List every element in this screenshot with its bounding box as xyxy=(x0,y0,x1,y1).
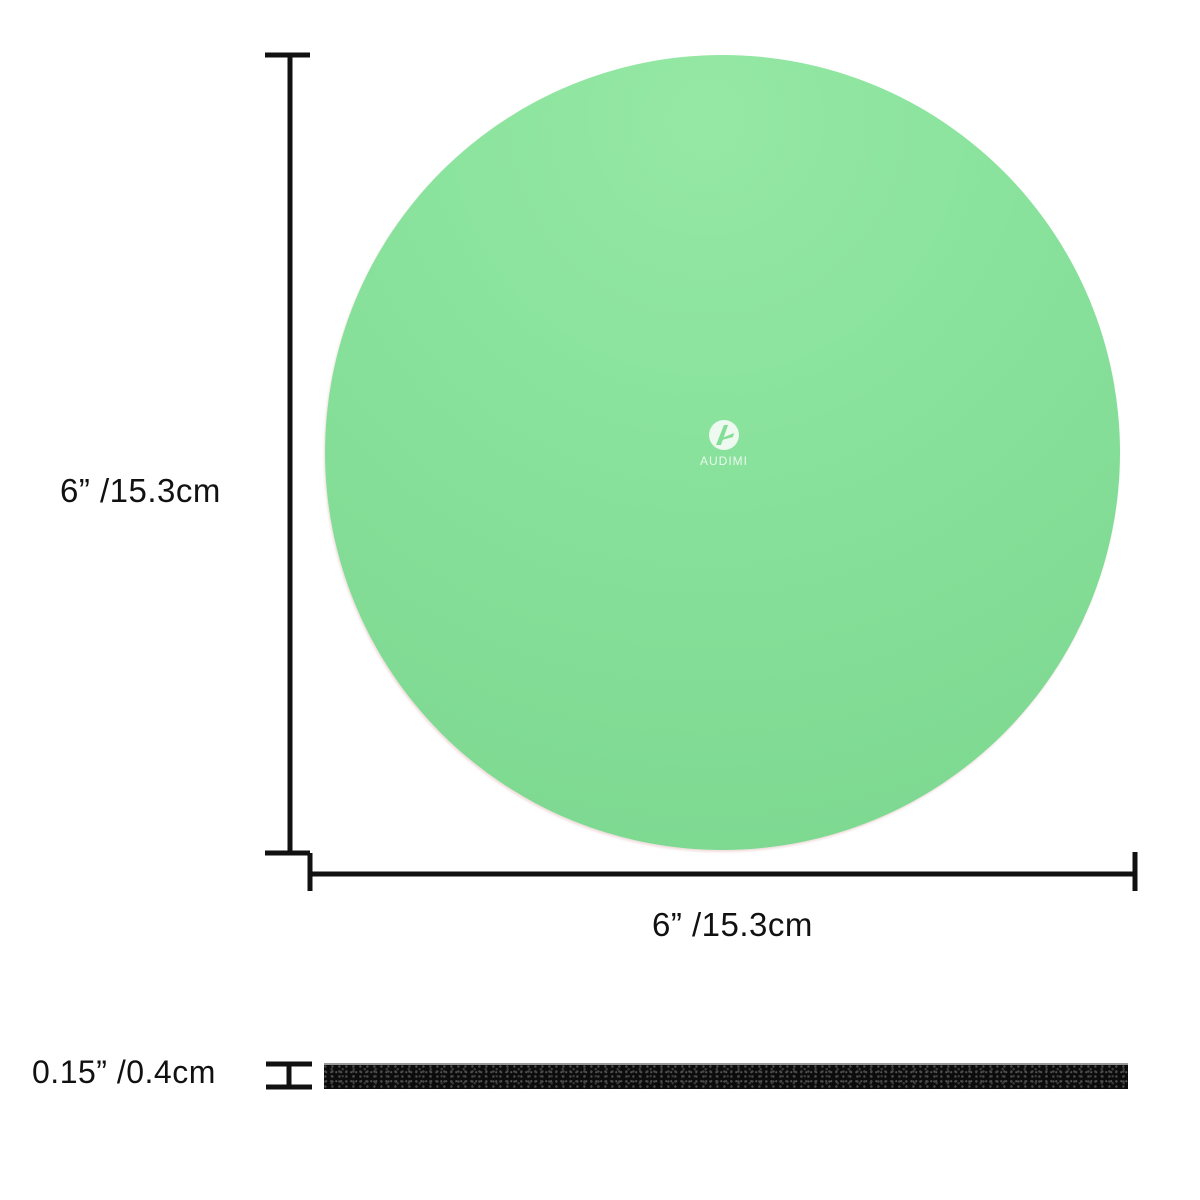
round-mat xyxy=(325,55,1120,850)
width-label: 6” /15.3cm xyxy=(652,906,813,943)
brand-logo: AUDIMI xyxy=(684,418,764,474)
width-dimension-line xyxy=(307,852,1138,891)
mat-edge-profile xyxy=(324,1063,1128,1089)
brand-logo-text: AUDIMI xyxy=(700,454,748,468)
height-dimension-line xyxy=(265,52,310,856)
thickness-dimension-bracket xyxy=(266,1061,312,1090)
height-label: 6” /15.3cm xyxy=(60,472,221,509)
thickness-label: 0.15” /0.4cm xyxy=(32,1054,216,1090)
audimi-logo-icon xyxy=(709,420,739,450)
